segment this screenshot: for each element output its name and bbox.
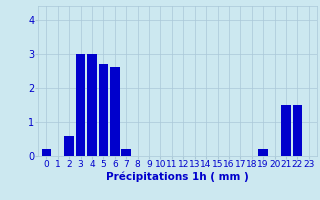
Bar: [258, 149, 268, 156]
Bar: [87, 54, 97, 156]
Bar: [42, 149, 51, 156]
Bar: [99, 64, 108, 156]
Bar: [281, 105, 291, 156]
Bar: [121, 149, 131, 156]
X-axis label: Précipitations 1h ( mm ): Précipitations 1h ( mm ): [106, 172, 249, 182]
Bar: [76, 54, 85, 156]
Bar: [64, 136, 74, 156]
Bar: [110, 67, 120, 156]
Bar: [292, 105, 302, 156]
